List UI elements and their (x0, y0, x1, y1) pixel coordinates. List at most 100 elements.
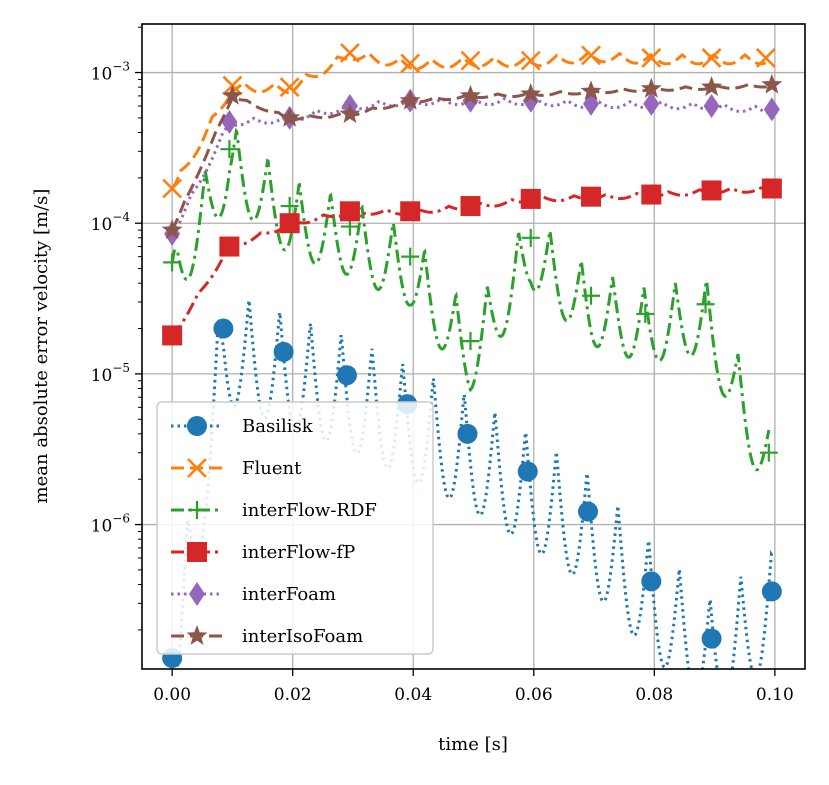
data-point (339, 103, 361, 123)
y-tick-label: 10−6 (91, 512, 130, 537)
data-point (641, 48, 662, 68)
data-point (701, 628, 722, 649)
data-point (761, 73, 783, 94)
legend-marker (187, 416, 207, 436)
data-point (340, 42, 360, 63)
legend-marker (187, 458, 207, 478)
legend: Basilisk Fluent interFlow-RDF interFlow-fP i… (156, 401, 434, 655)
legend-label: interFoam (242, 584, 336, 605)
data-point (399, 89, 421, 110)
data-point (280, 197, 299, 216)
data-point (641, 184, 662, 205)
y-tick-label: 10−4 (91, 210, 131, 235)
data-point (461, 332, 480, 351)
data-point (221, 84, 243, 105)
data-point (336, 365, 357, 386)
legend-label: Fluent (242, 458, 302, 479)
legend-label: interIsoFoam (242, 626, 363, 647)
data-point (580, 80, 602, 101)
x-axis-label: time [s] (438, 734, 508, 755)
data-point (457, 423, 478, 444)
ticks (135, 26, 776, 676)
data-point (279, 106, 301, 127)
data-point (763, 97, 780, 122)
data-point (643, 91, 660, 116)
x-tick-label: 0.10 (756, 685, 794, 705)
data-point (520, 83, 542, 103)
legend-item: interIsoFoam (171, 625, 363, 647)
data-point (641, 571, 662, 592)
plot-frame (141, 23, 806, 670)
x-tick-label: 0.06 (515, 685, 553, 705)
series-Fluent (162, 42, 776, 199)
x-tick-label: 0.08 (635, 685, 673, 705)
data-point (640, 77, 662, 98)
tick-labels: 0.00 0.02 0.04 0.06 0.08 0.10 10−6 10−5 10−4 10−3 (91, 60, 794, 705)
y-tick-label: 10−3 (91, 60, 130, 85)
data-point (517, 461, 538, 482)
y-axis-label: mean absolute error velocity [m/s] (31, 189, 52, 504)
legend-item: interFoam (171, 582, 336, 606)
data-point (401, 247, 420, 266)
legend-marker (188, 501, 206, 519)
data-point (755, 48, 776, 68)
data-point (161, 219, 183, 240)
data-point (460, 196, 481, 217)
data-point (219, 236, 240, 257)
data-point (582, 286, 601, 305)
data-point (162, 325, 183, 346)
legend-label: interFlow-fP (242, 542, 355, 563)
data-point (521, 228, 540, 247)
series-interFlow-fP (162, 178, 782, 346)
data-point (460, 84, 481, 105)
legend-item: interFlow-fP (171, 542, 355, 563)
data-point (578, 501, 599, 522)
series-interFlow-RDF (163, 127, 778, 472)
y-tick-label: 10−5 (91, 361, 130, 386)
data-point (339, 201, 360, 222)
series-interIsoFoam (161, 73, 783, 240)
x-tick-label: 0.04 (394, 685, 432, 705)
data-point (273, 341, 294, 362)
x-tick-label: 0.00 (153, 685, 191, 705)
x-tick-label: 0.02 (274, 685, 312, 705)
data-point (759, 443, 778, 462)
data-point (581, 186, 602, 207)
legend-label: Basilisk (242, 416, 314, 437)
data-point (761, 178, 782, 199)
legend-item: Fluent (171, 458, 302, 479)
legend-box (156, 401, 434, 655)
data-point (279, 77, 300, 98)
series-line (170, 83, 773, 231)
legend-item: interFlow-RDF (171, 500, 377, 521)
data-point (701, 180, 722, 201)
data-point (213, 318, 234, 339)
legend-item: Basilisk (171, 416, 314, 437)
legend-marker (186, 625, 208, 645)
data-point (520, 188, 541, 209)
data-point (701, 48, 722, 68)
series-line (170, 127, 771, 472)
data-point (703, 93, 720, 118)
legend-marker (189, 582, 205, 606)
legend-marker (187, 542, 207, 562)
series-layer (161, 42, 783, 669)
data-point (162, 178, 183, 199)
grid (142, 24, 805, 669)
legend-label: interFlow-RDF (242, 500, 377, 521)
data-point (520, 50, 541, 71)
data-point (581, 45, 601, 66)
data-point (636, 304, 655, 323)
data-point (460, 50, 481, 71)
data-point (279, 213, 300, 234)
data-point (220, 140, 239, 159)
series-line (170, 300, 774, 669)
data-point (400, 201, 421, 222)
data-point (400, 53, 421, 74)
data-point (163, 253, 182, 272)
data-point (761, 581, 782, 602)
series-line (170, 96, 772, 235)
data-point (696, 295, 715, 314)
data-point (701, 76, 723, 97)
